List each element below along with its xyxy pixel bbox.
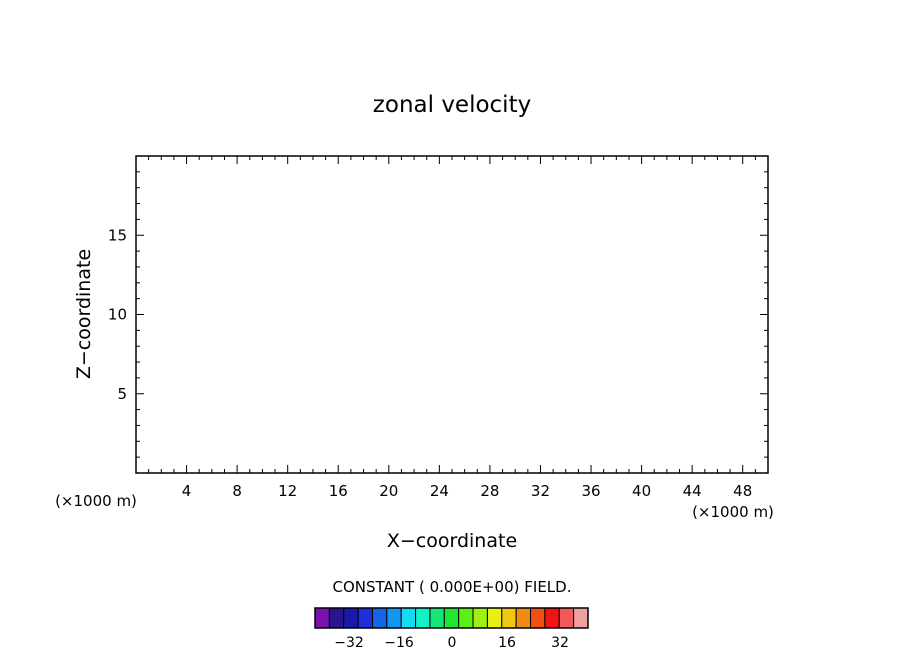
x-tick-label: 8 — [232, 482, 242, 500]
x-tick-label: 24 — [430, 482, 449, 500]
colorbar — [314, 607, 589, 629]
y-axis-ticks — [136, 171, 768, 458]
x-tick-label: 12 — [278, 482, 297, 500]
colorbar-frame — [314, 607, 589, 629]
x-tick-label: 4 — [182, 482, 192, 500]
x-tick-label: 28 — [480, 482, 499, 500]
y-axis-tick-labels: 5 10 15 — [108, 226, 127, 403]
colorbar-swatch — [472, 607, 488, 629]
x-tick-label: 32 — [531, 482, 550, 500]
colorbar-tick-label: −32 — [334, 635, 364, 651]
colorbar-swatch — [371, 607, 388, 629]
colorbar-swatch — [501, 607, 517, 629]
colorbar-swatch — [386, 607, 402, 629]
colorbar-tick-label: 32 — [551, 635, 569, 651]
x-tick-label: 48 — [733, 482, 752, 500]
colorbar-tick-labels: −32 −16 0 16 32 — [334, 635, 569, 651]
colorbar-swatch — [558, 607, 575, 629]
x-tick-label: 16 — [329, 482, 348, 500]
colorbar-tick-label: −16 — [384, 635, 414, 651]
y-tick-label: 5 — [117, 385, 127, 403]
colorbar-swatch — [314, 607, 330, 629]
colorbar-swatch — [443, 607, 460, 629]
colorbar-swatch — [328, 607, 345, 629]
x-axis-ticks — [148, 156, 756, 473]
x-unit-label-left: (×1000 m) — [55, 492, 137, 510]
x-tick-label: 44 — [683, 482, 702, 500]
colorbar-tick-label: 16 — [498, 635, 516, 651]
colorbar-tick-label: 0 — [448, 635, 457, 651]
colorbar-swatch — [486, 607, 503, 629]
colorbar-swatch — [357, 607, 373, 629]
colorbar-swatch — [515, 607, 532, 629]
colorbar-swatch — [343, 607, 359, 629]
colorbar-swatch — [458, 607, 474, 629]
colorbar-swatch — [415, 607, 431, 629]
colorbar-swatch — [530, 607, 546, 629]
field-note: CONSTANT ( 0.000E+00) FIELD. — [333, 578, 572, 596]
x-tick-label: 40 — [632, 482, 651, 500]
x-axis-label: X−coordinate — [387, 530, 517, 552]
x-tick-label: 36 — [581, 482, 600, 500]
colorbar-swatch — [400, 607, 417, 629]
colorbar-swatch — [429, 607, 445, 629]
y-tick-label: 10 — [108, 306, 127, 324]
x-unit-label-right: (×1000 m) — [692, 503, 774, 521]
colorbar-swatch — [544, 607, 560, 629]
x-tick-label: 20 — [379, 482, 398, 500]
y-tick-label: 15 — [108, 226, 127, 244]
x-axis-tick-labels: 4 8 12 16 20 24 28 32 36 40 44 48 — [182, 482, 752, 500]
chart-title: zonal velocity — [373, 92, 531, 118]
colorbar-swatch — [573, 607, 589, 629]
y-axis-label: Z−coordinate — [73, 249, 95, 379]
plot-frame — [135, 155, 769, 474]
